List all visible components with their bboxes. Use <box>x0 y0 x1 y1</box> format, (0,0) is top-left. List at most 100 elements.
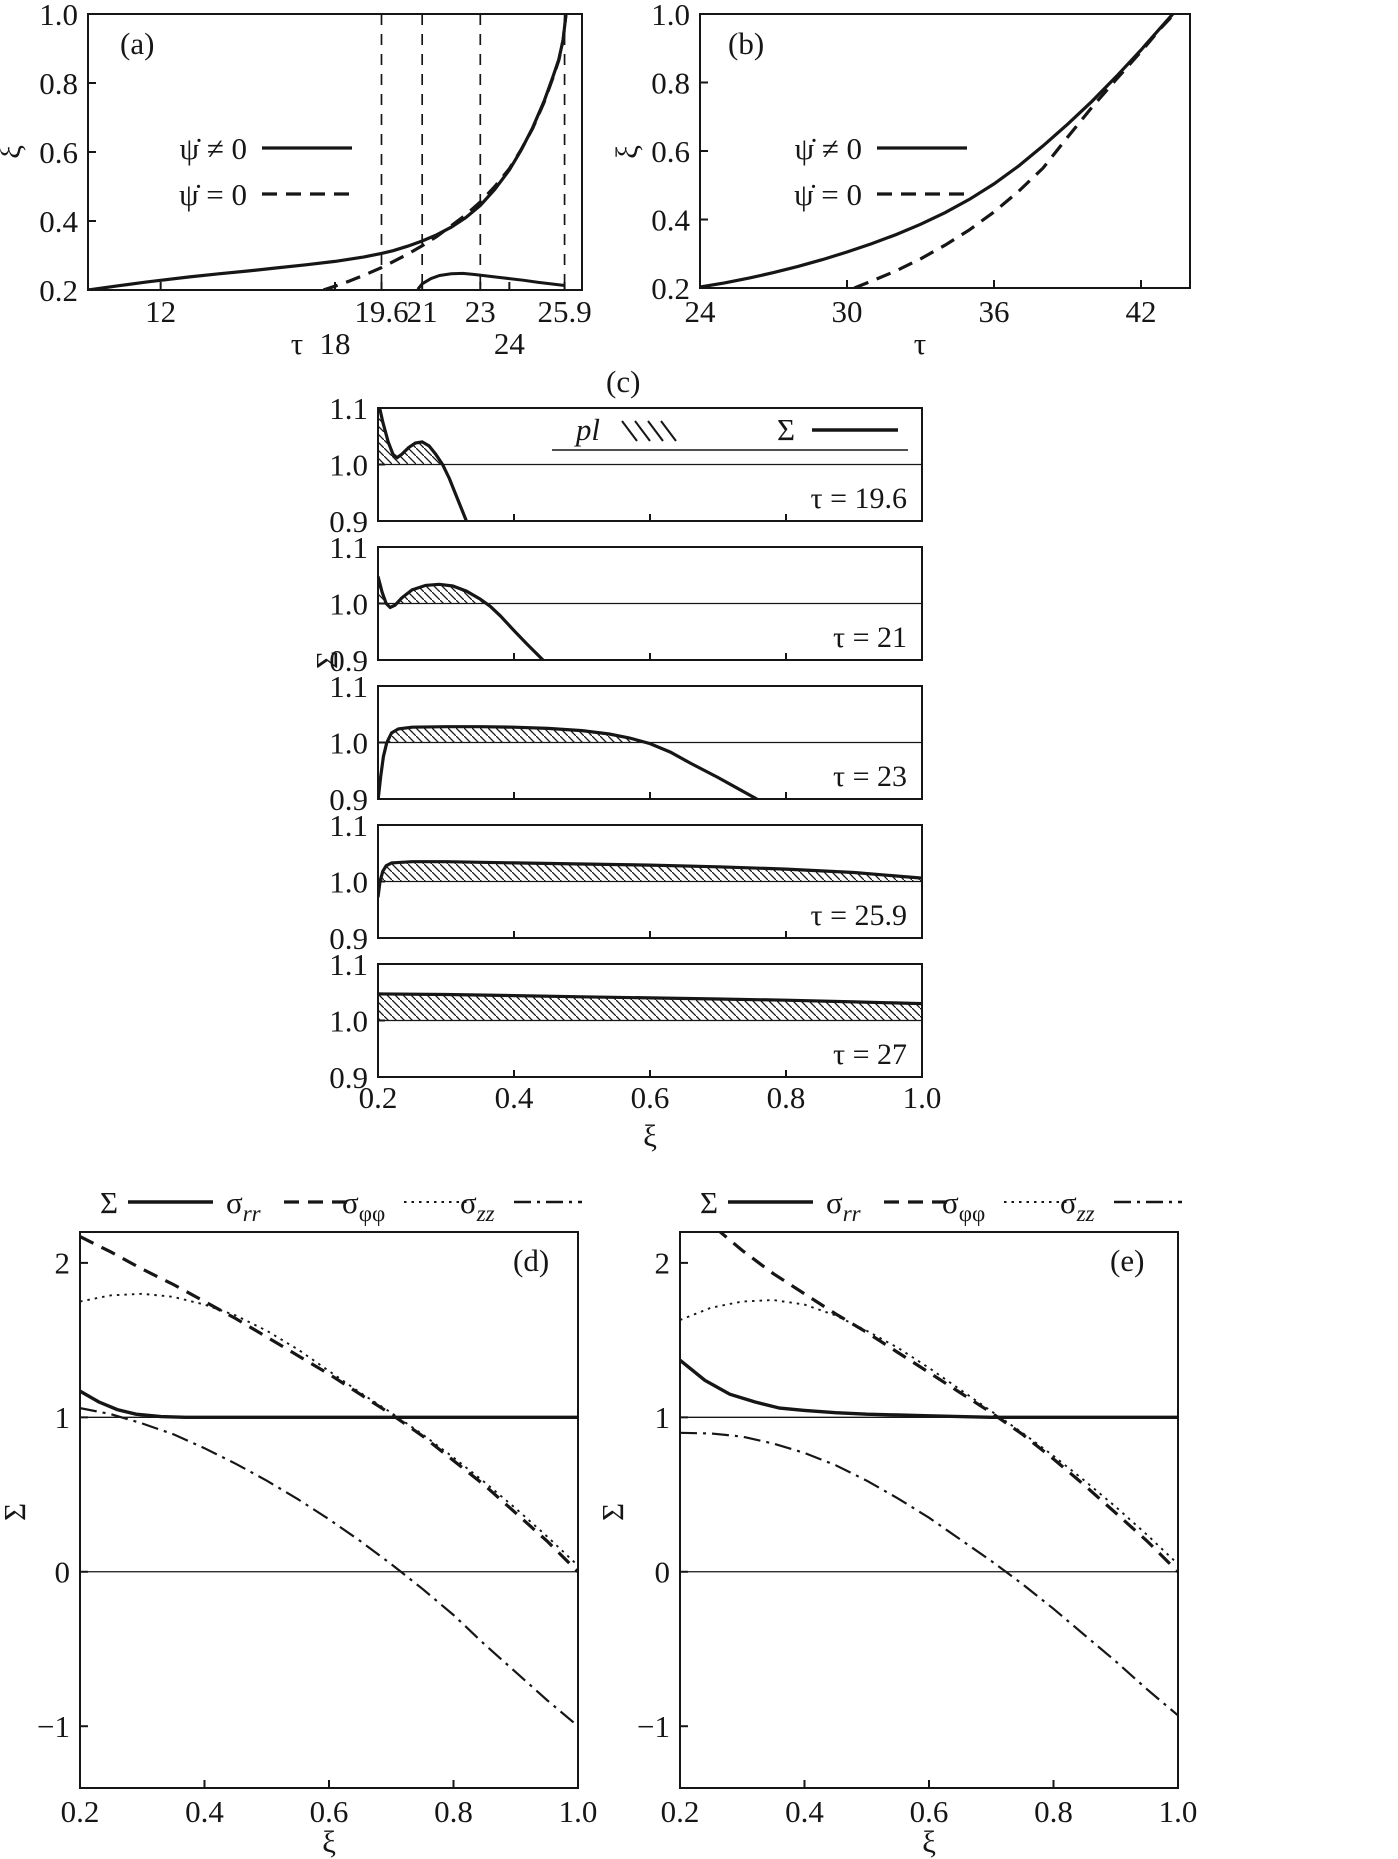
x-tick-label: 18 <box>320 326 351 361</box>
x-tick-label: 0.8 <box>434 1794 473 1829</box>
y-tick-label: 0.2 <box>39 273 78 308</box>
y-tick-label: 0.6 <box>651 134 690 169</box>
legend-label: Σ <box>100 1185 118 1220</box>
panel-e: −1 0 1 2 0.2 0.4 0.6 0.8 1.0 ξ Σ Σ σrr σφφ σzz <box>595 1185 1197 1859</box>
panel-b-series <box>700 14 1176 288</box>
x-tick-label: 36 <box>979 294 1010 329</box>
x-tick-label: 0.8 <box>1034 1794 1073 1829</box>
x-tick-label: 0.4 <box>785 1794 824 1829</box>
legend-hatch-swatch <box>660 420 677 442</box>
x-tick-label: 30 <box>832 294 863 329</box>
tau-annotation: τ = 19.6 <box>811 482 907 515</box>
legend-label-sigma: Σ <box>777 412 795 447</box>
x-tick-label: 1.0 <box>1159 1794 1198 1829</box>
y-tick-label: 1.0 <box>39 0 78 32</box>
x-tick-label: 25.9 <box>537 294 591 329</box>
legend-label: σrr <box>826 1185 862 1226</box>
legend-label-pl: pl <box>574 412 600 447</box>
y-axis-label: ξ <box>0 145 27 159</box>
panel-e-series <box>680 1232 1178 1717</box>
x-axis-label: τ <box>914 326 926 361</box>
y-axis-label: Σ <box>595 1503 630 1521</box>
y-tick-label: 0.4 <box>39 204 78 239</box>
legend-hatch-swatch <box>647 420 664 442</box>
series-psi-dot-nonzero <box>88 14 568 290</box>
x-tick-label: 0.4 <box>495 1080 534 1115</box>
x-axis-label: ξ <box>643 1118 657 1153</box>
y-axis-label: Σ <box>0 1503 32 1521</box>
plastic-zone-hatch <box>378 576 552 604</box>
y-tick-label: 0.8 <box>651 65 690 100</box>
subplot-1: 1.1 1.0 0.9 τ = 21 <box>329 530 923 678</box>
y-tick-label: 0.9 <box>329 782 368 817</box>
legend-label: σrr <box>226 1185 262 1226</box>
series-Sigma <box>378 408 469 521</box>
plastic-zone-hatch <box>378 861 922 882</box>
series-lower-branch <box>416 271 565 290</box>
series-Sigma <box>378 992 922 1006</box>
subplot-0: 1.1 1.0 0.9 τ = 19.6 <box>329 391 923 539</box>
x-tick-label: 24 <box>685 294 717 329</box>
x-tick-label: 0.2 <box>359 1080 398 1115</box>
plot-frame <box>87 13 583 291</box>
series-sigma-phiphi <box>680 1299 1178 1565</box>
x-tick-label: 0.2 <box>61 1794 100 1829</box>
x-tick-label: 24 <box>494 326 526 361</box>
legend-label: ψ̇ ≠ 0 <box>795 131 862 166</box>
legend-label: σzz <box>1060 1185 1095 1226</box>
subplot-2: 1.1 1.0 0.9 τ = 23 <box>329 669 923 817</box>
x-tick-label: 0.8 <box>767 1080 806 1115</box>
panel-e-label: (e) <box>1110 1243 1145 1278</box>
y-tick-label: 1.1 <box>329 808 368 843</box>
series-sigma-rr <box>80 1235 578 1573</box>
y-tick-label: 1 <box>55 1400 71 1435</box>
legend-label: Σ <box>700 1185 718 1220</box>
y-tick-label: 0.9 <box>329 921 368 956</box>
legend-label: σφφ <box>942 1185 985 1226</box>
y-tick-label: 1.1 <box>329 391 368 426</box>
series-Sigma <box>378 575 546 660</box>
x-axis-label: τ <box>291 326 303 361</box>
panel-a-label: (a) <box>120 26 155 61</box>
series-Sigma <box>378 860 922 898</box>
y-tick-label: 1.1 <box>329 530 368 565</box>
series-Sigma <box>378 725 760 799</box>
legend-label: σφφ <box>342 1185 385 1226</box>
x-tick-label: 0.2 <box>661 1794 700 1829</box>
legend-hatch-swatch <box>621 420 638 442</box>
y-axis-label: ξ <box>609 145 644 159</box>
y-tick-label: 1.1 <box>329 669 368 704</box>
legend-label: ψ̇ ≠ 0 <box>180 131 247 166</box>
y-tick-label: 1.0 <box>329 1003 368 1038</box>
tau-annotation: τ = 23 <box>833 760 907 793</box>
y-tick-label: 0.8 <box>39 66 78 101</box>
series-psi-dot-zero <box>853 14 1176 288</box>
y-tick-label: 2 <box>55 1246 71 1281</box>
panel-a-series <box>88 14 568 290</box>
x-tick-label: 1.0 <box>903 1080 942 1115</box>
x-tick-label: 21 <box>407 294 438 329</box>
legend-label: ψ̇ = 0 <box>179 177 247 212</box>
series-Sigma <box>80 1389 578 1419</box>
series-sigma-zz <box>80 1407 578 1728</box>
x-axis-label: ξ <box>922 1824 936 1859</box>
subplot-3: 1.1 1.0 0.9 τ = 25.9 <box>329 808 923 956</box>
x-tick-label: 12 <box>145 294 176 329</box>
y-tick-label: 0 <box>55 1555 71 1590</box>
series-psi-dot-zero <box>322 14 568 290</box>
x-tick-label: 0.6 <box>631 1080 670 1115</box>
tau-annotation: τ = 25.9 <box>811 899 907 932</box>
subplot-4: 1.1 1.0 0.9 τ = 27 <box>329 947 923 1095</box>
series-sigma-zz <box>680 1431 1178 1717</box>
series-sigma-rr <box>717 1232 1178 1573</box>
plastic-zone-hatch <box>378 726 759 743</box>
legend-label: ψ̇ = 0 <box>794 177 862 212</box>
panel-c: 1.1 1.0 0.9 τ = 19.6 1.1 1.0 0.9 τ = 21 1.1 1.0 0.… <box>309 391 941 1153</box>
y-tick-label: 0.9 <box>329 643 368 678</box>
y-tick-label: 0.6 <box>39 135 78 170</box>
series-sigma-phiphi <box>80 1292 578 1567</box>
y-tick-label: 1 <box>655 1400 671 1435</box>
panel-b: 0.2 0.4 0.6 0.8 1.0 24 30 36 42 τ ξ ψ̇ ≠ 0 ψ̇ = 0 <box>609 0 1191 361</box>
